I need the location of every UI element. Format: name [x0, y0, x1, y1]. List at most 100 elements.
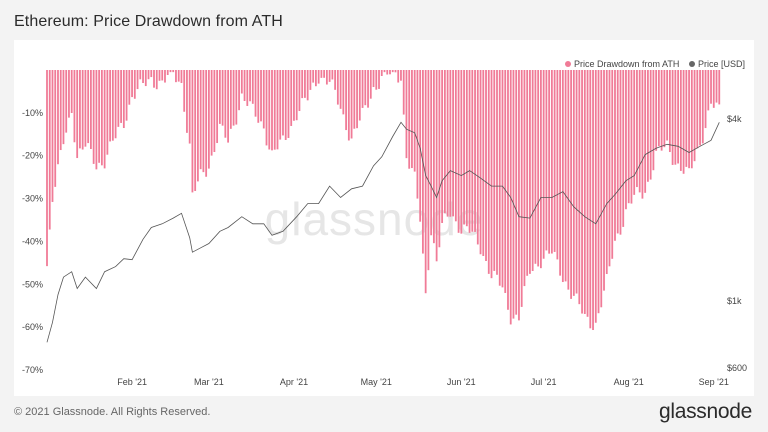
- drawdown-bar: [430, 70, 433, 236]
- drawdown-bar: [304, 70, 306, 98]
- drawdown-bar: [389, 70, 391, 75]
- drawdown-bar: [441, 70, 444, 223]
- drawdown-bar: [378, 70, 380, 89]
- drawdown-bar: [290, 70, 293, 126]
- drawdown-bar: [260, 70, 262, 122]
- drawdown-bar: [70, 70, 73, 113]
- drawdown-bar: [375, 70, 378, 90]
- drawdown-bar: [224, 70, 227, 138]
- drawdown-bar: [666, 70, 669, 141]
- drawdown-bar: [449, 70, 452, 217]
- drawdown-bar: [614, 70, 616, 241]
- drawdown-bar: [62, 70, 65, 145]
- legend-label-drawdown: Price Drawdown from ATH: [574, 59, 679, 69]
- drawdown-bar: [369, 70, 372, 99]
- legend-marker-price: [689, 61, 695, 67]
- drawdown-bar: [301, 70, 304, 99]
- drawdown-bar: [413, 70, 416, 172]
- drawdown-bar: [262, 70, 265, 129]
- y-left-tick-label: -20%: [22, 151, 43, 161]
- drawdown-bar: [542, 70, 545, 259]
- legend: Price Drawdown from ATH Price [USD]: [565, 59, 745, 69]
- drawdown-bar: [114, 70, 117, 139]
- drawdown-bar: [183, 70, 186, 112]
- drawdown-bar: [158, 70, 161, 81]
- drawdown-bar: [323, 70, 326, 78]
- drawdown-bar: [325, 70, 328, 85]
- drawdown-bar: [537, 70, 540, 267]
- drawdown-bar: [59, 70, 62, 151]
- drawdown-bar: [169, 70, 172, 73]
- drawdown-bar: [68, 70, 70, 118]
- drawdown-bar: [205, 70, 208, 177]
- drawdown-bar: [605, 70, 608, 275]
- drawdown-bar: [476, 70, 479, 245]
- drawdown-bar: [166, 70, 169, 75]
- brand-logo: glassnode: [658, 400, 752, 423]
- y-left-tick-label: -70%: [22, 365, 43, 375]
- drawdown-bar: [644, 70, 647, 193]
- drawdown-bar: [218, 70, 221, 124]
- drawdown-bar: [309, 70, 312, 90]
- drawdown-bar: [608, 70, 611, 267]
- drawdown-bar: [498, 70, 501, 286]
- drawdown-bar: [386, 70, 389, 75]
- y-right-tick-label: $1k: [727, 296, 742, 306]
- drawdown-bar: [207, 70, 210, 169]
- drawdown-bar: [361, 70, 364, 108]
- chart-panel: glassnode -10% -20% -30% -40% -50% -60% -70% $…: [14, 40, 754, 396]
- drawdown-bar: [405, 70, 408, 159]
- drawdown-bar: [120, 70, 122, 123]
- drawdown-bar: [493, 70, 496, 271]
- y-right-tick-label: $600: [727, 363, 747, 373]
- drawdown-bar: [663, 70, 666, 148]
- drawdown-bar: [81, 70, 84, 150]
- drawdown-bar: [254, 70, 257, 117]
- drawdown-bar: [199, 70, 202, 170]
- drawdown-bar: [188, 70, 191, 144]
- drawdown-bar: [452, 70, 454, 217]
- drawdown-bar: [367, 70, 369, 108]
- drawdown-bar: [427, 70, 430, 271]
- drawdown-bar: [358, 70, 361, 121]
- drawdown-bar: [715, 70, 718, 103]
- drawdown-bar: [339, 70, 342, 109]
- drawdown-bar: [438, 70, 441, 248]
- y-left-tick-label: -40%: [22, 236, 43, 246]
- drawdown-bar: [372, 70, 375, 88]
- drawdown-bar: [611, 70, 614, 259]
- drawdown-bar: [232, 70, 235, 126]
- drawdown-bar: [131, 70, 133, 98]
- drawdown-bar: [298, 70, 301, 112]
- drawdown-bar: [474, 70, 476, 232]
- drawdown-bar: [408, 70, 411, 169]
- drawdown-bar: [150, 70, 153, 78]
- drawdown-bar: [213, 70, 216, 152]
- drawdown-bar: [353, 70, 356, 129]
- drawdown-bar: [531, 70, 534, 271]
- drawdown-bar: [435, 70, 438, 262]
- drawdown-bar: [249, 70, 251, 102]
- drawdown-bar: [482, 70, 485, 256]
- drawdown-bar: [153, 70, 155, 88]
- drawdown-bar: [704, 70, 707, 129]
- drawdown-bar: [202, 70, 205, 173]
- drawdown-bar: [342, 70, 345, 115]
- drawdown-bar: [295, 70, 298, 121]
- drawdown-bar: [136, 70, 139, 90]
- drawdown-bar: [583, 70, 586, 314]
- drawdown-bar: [336, 70, 339, 105]
- drawdown-bar: [682, 70, 685, 174]
- drawdown-bar: [490, 70, 493, 279]
- drawdown-bar: [394, 70, 397, 73]
- drawdown-bar: [210, 70, 213, 156]
- drawdown-bar: [175, 70, 177, 83]
- drawdown-bar: [240, 70, 243, 94]
- drawdown-bar: [84, 70, 87, 147]
- drawdown-bar: [238, 70, 240, 111]
- drawdown-bar: [712, 70, 715, 108]
- drawdown-bar: [504, 70, 507, 293]
- drawdown-bar: [468, 70, 471, 233]
- drawdown-bar: [625, 70, 627, 210]
- drawdown-bar: [649, 70, 652, 180]
